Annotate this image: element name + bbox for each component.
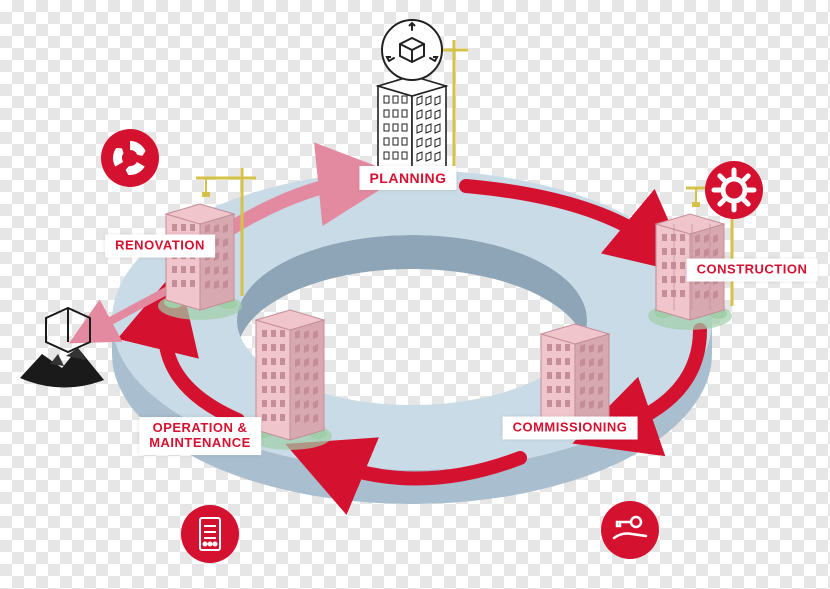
label-commissioning: COMMISSIONING [503,417,638,440]
label-planning: PLANNING [359,166,456,190]
lifecycle-diagram: PLANNING CONSTRUCTION COMMISSIONING OPERATI… [0,0,830,589]
label-construction: CONSTRUCTION [687,259,818,282]
gear-icon [705,161,763,219]
label-renovation: RENOVATION [105,235,215,258]
key-hand-icon [601,501,659,559]
phone-icon [181,505,239,563]
diagram-svg [0,0,830,589]
label-operation: OPERATION & MAINTENANCE [139,417,261,455]
demolition-rubble [20,308,104,388]
recycle-icon [101,129,159,187]
cube-icon [381,19,443,81]
